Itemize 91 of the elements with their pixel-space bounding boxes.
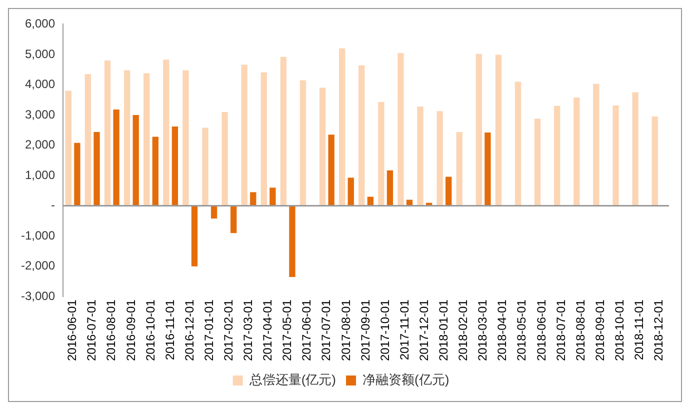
y-tick-label: 2,000 — [24, 138, 56, 152]
x-tick-label: 2017-02-01 — [221, 299, 236, 362]
bar — [436, 111, 443, 206]
bar — [289, 206, 296, 277]
bar — [230, 206, 237, 234]
x-tick-label: 2018-10-01 — [612, 299, 626, 362]
x-tick-label: 2017-04-01 — [260, 299, 275, 362]
x-tick-label: 2017-01-01 — [202, 299, 216, 362]
y-tick-label: 6,000 — [24, 16, 56, 31]
x-tick-label: 2018-07-01 — [554, 299, 568, 362]
legend-label: 总偿还量(亿元) — [248, 372, 336, 388]
bar — [210, 206, 218, 219]
bar — [191, 206, 198, 266]
x-tick-label: 2016-06-01 — [65, 299, 80, 362]
x-tick-label: 2017-12-01 — [416, 299, 431, 362]
bar — [446, 176, 452, 206]
bar — [652, 116, 658, 206]
x-tick-label: 2018-01-01 — [436, 299, 451, 362]
bar — [358, 65, 365, 206]
bar — [74, 142, 80, 206]
x-tick-label: 2018-11-01 — [632, 299, 646, 360]
y-tick-label: - — [51, 198, 56, 212]
y-tick-label: -3,000 — [20, 288, 56, 303]
bar — [260, 72, 267, 206]
bar — [534, 118, 541, 206]
x-tick-label: 2017-09-01 — [358, 299, 372, 362]
bar — [612, 105, 619, 206]
bar — [386, 170, 394, 206]
x-tick-label: 2018-03-01 — [476, 299, 490, 362]
bar — [84, 74, 92, 206]
bar — [456, 132, 462, 206]
bar — [338, 48, 346, 206]
x-tick-label: 2018-08-01 — [573, 299, 588, 362]
bar — [484, 132, 491, 206]
bar — [182, 70, 189, 206]
bar — [241, 64, 248, 206]
bar — [163, 60, 170, 206]
bar — [132, 115, 139, 206]
x-tick-label: 2018-04-01 — [495, 299, 510, 362]
bar — [574, 97, 580, 206]
bar — [124, 70, 130, 206]
x-tick-label: 2017-05-01 — [280, 299, 294, 362]
bar — [113, 110, 120, 206]
x-tick-label: 2016-10-01 — [143, 299, 158, 362]
bar — [144, 73, 150, 206]
bar — [378, 102, 384, 206]
x-tick-label: 2017-11-01 — [397, 299, 412, 360]
bar — [280, 56, 287, 206]
bar — [152, 136, 158, 206]
bar — [348, 178, 354, 206]
bar — [328, 134, 334, 206]
bar — [104, 60, 111, 206]
y-tick-label: 4,000 — [24, 77, 56, 92]
x-tick-label: 2018-12-01 — [652, 299, 666, 362]
x-tick-label: 2017-08-01 — [338, 299, 353, 362]
x-tick-label: 2017-07-01 — [319, 299, 334, 362]
x-tick-label: 2018-06-01 — [534, 299, 548, 362]
x-tick-label: 2018-09-01 — [592, 299, 607, 362]
x-tick-label: 2017-06-01 — [300, 299, 314, 362]
bar — [300, 80, 306, 206]
x-tick-label: 2018-05-01 — [514, 299, 529, 362]
legend-label: 净融资额(亿元) — [362, 372, 450, 388]
bar — [65, 90, 72, 206]
y-tick-label: -1,000 — [20, 228, 56, 242]
bar — [202, 128, 208, 206]
bar — [495, 54, 502, 206]
x-tick-label: 2016-12-01 — [182, 299, 196, 362]
y-tick-label: 1,000 — [24, 168, 56, 182]
bar — [172, 126, 178, 206]
bar — [270, 188, 276, 206]
x-tick-label: 2016-11-01 — [162, 299, 177, 360]
bar — [398, 52, 404, 206]
bar — [514, 82, 522, 206]
bar — [417, 106, 424, 206]
x-tick-label: 2016-07-01 — [84, 299, 99, 362]
bar — [94, 132, 100, 206]
bar — [476, 54, 482, 206]
y-tick-label: 3,000 — [24, 107, 56, 122]
x-tick-label: 2016-09-01 — [124, 299, 138, 362]
x-tick-label: 2018-02-01 — [456, 299, 470, 362]
x-tick-label: 2017-03-01 — [241, 299, 256, 362]
bar — [554, 106, 560, 206]
bar — [593, 84, 600, 206]
x-tick-label: 2017-10-01 — [378, 299, 392, 362]
y-tick-label: 5,000 — [24, 46, 56, 61]
x-tick-label: 2016-08-01 — [104, 299, 118, 362]
bar — [632, 92, 638, 206]
bar — [222, 112, 228, 206]
y-tick-label: -2,000 — [20, 258, 56, 273]
bar — [250, 192, 256, 206]
bar — [319, 88, 326, 206]
